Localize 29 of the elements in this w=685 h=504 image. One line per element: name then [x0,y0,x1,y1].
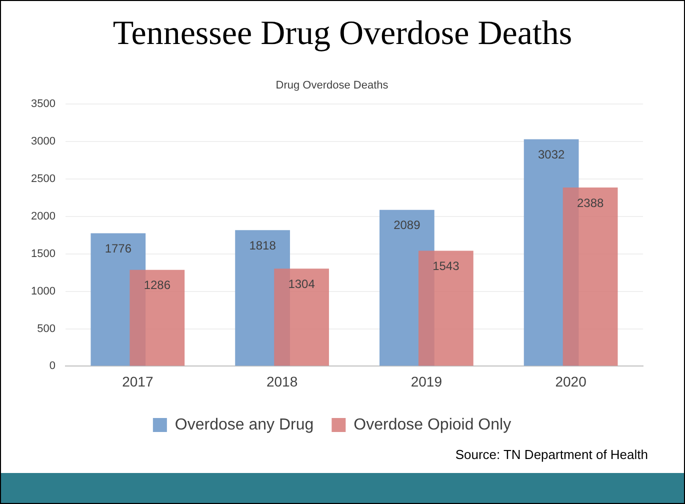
data-label: 1286 [144,278,171,292]
x-tick-label: 2017 [122,373,154,390]
legend-label: Overdose any Drug [174,416,314,434]
data-label: 1776 [104,242,132,256]
bar [130,270,185,366]
data-label: 1304 [288,276,316,291]
legend-label: Overdose Opioid Only [354,416,512,434]
y-tick-label: 1000 [30,285,56,298]
y-tick-label: 3000 [30,136,56,148]
data-label: 2089 [394,218,421,232]
data-label: 1543 [432,259,460,274]
x-tick-label: 2018 [266,373,298,390]
y-tick-label: 2500 [30,173,56,186]
data-label: 3032 [538,148,565,162]
bar [418,250,474,366]
source-note: Source: TN Department of Health [455,447,648,462]
y-tick-label: 500 [37,322,56,335]
chart-subtitle: Drug Overdose Deaths [276,80,389,92]
data-label: 1818 [249,238,276,252]
x-tick-label: 2020 [555,373,587,390]
data-label: 2388 [576,196,604,210]
y-tick-label: 2000 [30,210,56,223]
y-tick-label: 0 [49,360,56,372]
x-tick-label: 2019 [410,373,442,390]
y-tick-label: 3500 [30,98,56,110]
y-tick-label: 1500 [30,248,56,260]
bar [274,268,329,366]
bar [562,187,618,366]
chart-title: Tennessee Drug Overdose Deaths [112,15,574,53]
